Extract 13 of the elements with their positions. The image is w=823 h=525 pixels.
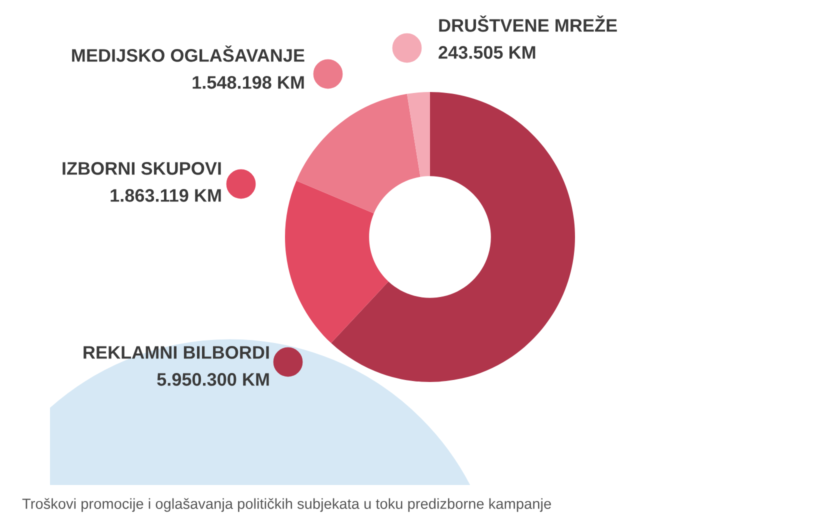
data-label: 243.505 KM: [438, 46, 536, 59]
slice-label: MEDIJSKO OGLAŠAVANJE: [72, 45, 304, 62]
data-label: 1.863.119 KM: [110, 189, 221, 202]
slice-label: DRUŠTVENE MREŽE: [439, 15, 617, 32]
data-label: 5.950.300 KM: [157, 373, 269, 386]
donut-slice: [285, 180, 388, 344]
donut-slice: [296, 94, 420, 214]
donut-slice: [407, 92, 430, 177]
text: Troškovi promocije i oglašavanja političkih subjekata u toku predizborne kampanje: [22, 498, 551, 512]
slice-label: IZBORNI SKUPOVI: [62, 162, 221, 175]
data-label: 1.548.198 KM: [192, 76, 304, 89]
donut-slice: [331, 92, 575, 382]
legend-label: REKLAMNI BILBORDI: [84, 346, 269, 359]
